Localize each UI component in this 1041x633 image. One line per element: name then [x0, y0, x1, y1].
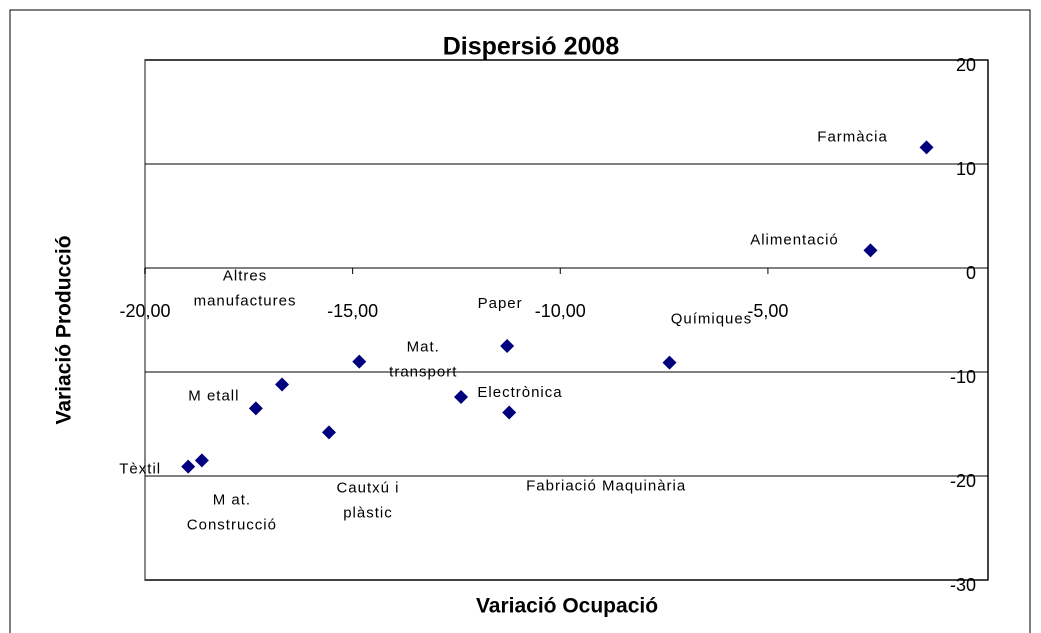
y-axis-title: Variació Producció [53, 235, 76, 424]
point-label: Altres [223, 267, 267, 284]
x-axis-title: Variació Ocupació [476, 595, 658, 618]
x-tick-label: -15,00 [327, 301, 378, 321]
point [662, 355, 677, 370]
point [863, 243, 878, 258]
point [194, 453, 209, 468]
y-tick-label: -20 [950, 471, 976, 491]
y-tick-label: 0 [966, 263, 976, 283]
chart-title: Dispersió 2008 [443, 33, 620, 61]
point-label: M at. [213, 491, 251, 508]
point-label: transport [389, 364, 457, 381]
point-label: Cautxú i [336, 479, 399, 496]
point [181, 459, 196, 474]
x-tick-label: -20,00 [119, 301, 170, 321]
x-tick-label: -10,00 [535, 301, 586, 321]
y-tick-label: -10 [950, 367, 976, 387]
x-tick-label: -5,00 [747, 301, 788, 321]
y-tick-label: -30 [950, 575, 976, 595]
point-label: M etall [188, 387, 239, 404]
point [500, 339, 515, 353]
point-label: Construcció [187, 516, 277, 533]
point [321, 425, 336, 440]
point-label: Tèxtil [119, 461, 161, 478]
point [248, 401, 263, 416]
point-label: Químiques [671, 311, 753, 328]
point-label: Paper [478, 295, 523, 312]
point [502, 405, 517, 420]
point [454, 389, 469, 404]
y-tick-label: 10 [956, 159, 976, 179]
point-label: Mat. [407, 339, 440, 356]
point-label: manufactures [194, 292, 297, 309]
point [919, 140, 934, 155]
point [275, 377, 290, 392]
point-label: Electrònica [477, 384, 562, 401]
point-label: Farmàcia [817, 128, 888, 145]
y-tick-label: 20 [956, 55, 976, 75]
point [352, 354, 367, 369]
outer-frame [9, 9, 1031, 633]
point-label: plàstic [343, 504, 393, 521]
point-label: Fabriació Maquinària [526, 478, 686, 495]
point-label: Alimentació [750, 231, 839, 248]
